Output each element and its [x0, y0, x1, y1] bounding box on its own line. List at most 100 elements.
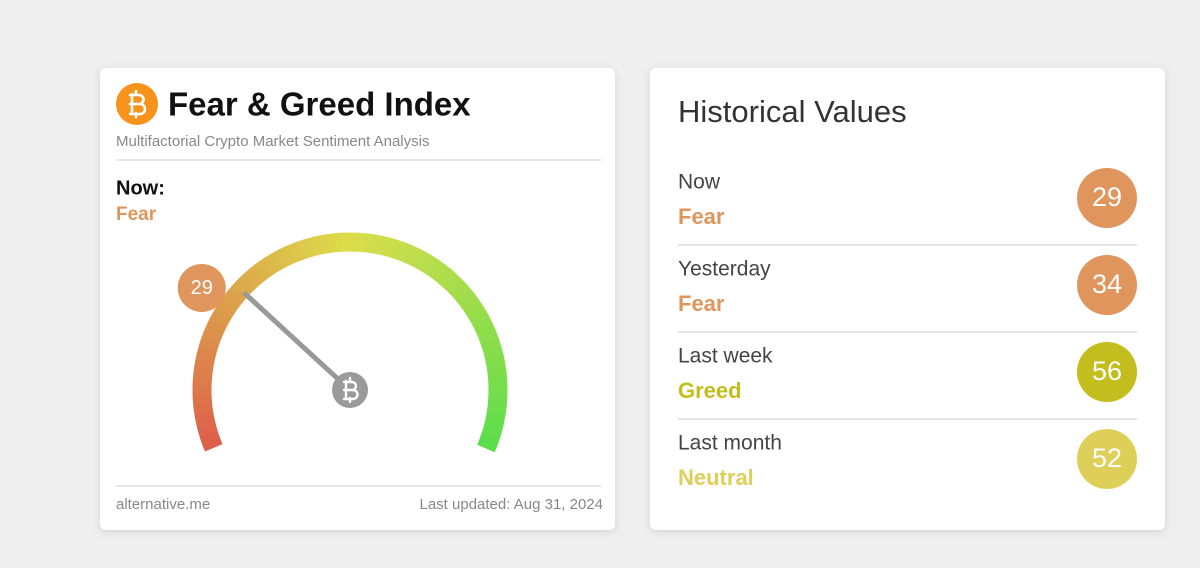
- gauge-arc: [481, 424, 503, 438]
- row-value: 34: [1092, 269, 1122, 299]
- gauge-arc: [243, 268, 263, 288]
- gauge-arc: [311, 235, 324, 256]
- gauge-card: Fear & Greed Index Multifactorial Crypto…: [100, 68, 615, 530]
- history-card: Historical Values Now Fear 29 Yesterday Fear…: [650, 68, 1165, 530]
- last-updated: Last updated: Aug 31, 2024: [420, 496, 604, 513]
- row-label: Now: [678, 171, 721, 194]
- value-badge: [1077, 168, 1137, 228]
- row-value: 29: [1092, 182, 1122, 212]
- gauge-arc: [486, 404, 507, 416]
- gauge-arc: [485, 411, 506, 423]
- gauge-arc: [403, 244, 419, 266]
- gauge-arc: [232, 278, 253, 298]
- value-label: 29: [191, 277, 213, 299]
- gauge-arc: [363, 233, 374, 254]
- gauge-arc: [296, 239, 311, 260]
- gauge-arc: [223, 289, 244, 309]
- gauge-arc: [193, 403, 214, 415]
- gauge-arc: [262, 254, 280, 276]
- row-classification: Fear: [678, 291, 725, 316]
- gauge-arc: [377, 235, 390, 256]
- gauge-arc: [478, 330, 499, 345]
- gauge-arc: [448, 279, 468, 298]
- row-value: 52: [1092, 443, 1122, 473]
- row-label: Last month: [678, 432, 782, 455]
- gauge-arc: [469, 309, 490, 326]
- card: [650, 68, 1165, 530]
- gauge-arc: [201, 437, 223, 452]
- gauge-arc: [319, 234, 331, 255]
- gauge-arc: [487, 375, 508, 385]
- gauge: 29: [177, 232, 508, 453]
- now-label: Now:: [116, 177, 165, 199]
- card-title: Historical Values: [678, 94, 907, 129]
- gauge-arc: [396, 241, 412, 263]
- value-badge: [1077, 342, 1137, 402]
- gauge-arc: [199, 430, 221, 445]
- gauge-arc: [477, 437, 498, 453]
- gauge-arc: [195, 351, 216, 364]
- card-title: Fear & Greed Index: [168, 86, 471, 123]
- gauge-arc: [484, 352, 505, 365]
- gauge-arc: [390, 239, 405, 260]
- gauge-arc: [483, 418, 505, 431]
- gauge-arc: [197, 424, 218, 437]
- gauge-arc: [249, 263, 268, 284]
- gauge-arc: [199, 337, 220, 351]
- gauge-arc: [275, 247, 292, 269]
- classification: Fear: [116, 204, 157, 225]
- row-label: Last week: [678, 345, 773, 368]
- gauge-arc: [457, 290, 478, 309]
- gauge-arc: [427, 259, 445, 280]
- gauge-arc: [227, 284, 248, 303]
- gauge-arc: [465, 303, 486, 320]
- gauge-arc: [194, 359, 215, 371]
- gauge-arc: [238, 273, 258, 293]
- gauge-arc: [356, 232, 367, 253]
- gauge-arc: [485, 360, 507, 372]
- gauge-arc: [196, 344, 218, 358]
- row-classification: Fear: [678, 204, 725, 229]
- gauge-arc: [289, 241, 304, 263]
- gauge-arc: [480, 337, 502, 352]
- gauge-arc: [255, 258, 274, 280]
- gauge-arc: [304, 237, 317, 258]
- row-classification: Greed: [678, 378, 742, 403]
- gauge-arc: [195, 417, 216, 430]
- gauge-arc: [204, 322, 225, 338]
- gauge-arc: [214, 302, 235, 320]
- value-badge: [1077, 255, 1137, 315]
- value-badge: [177, 263, 226, 312]
- gauge-arc: [475, 323, 497, 339]
- gauge-arc: [479, 431, 501, 446]
- gauge-arc: [326, 233, 338, 254]
- card: [100, 68, 615, 530]
- gauge-arc: [415, 251, 432, 272]
- row-label: Yesterday: [678, 258, 771, 281]
- gauge-arc: [210, 308, 232, 326]
- gauge-arc: [192, 397, 213, 407]
- bitcoin-glyph: [128, 89, 147, 119]
- needle: [242, 291, 353, 393]
- gauge-arc: [461, 296, 482, 315]
- gauge-arc: [370, 234, 382, 255]
- gauge-arc: [201, 329, 223, 345]
- gauge-arc: [383, 237, 397, 258]
- gauge-arc: [482, 345, 504, 358]
- gauge-arc: [452, 284, 473, 304]
- gauge-arc: [194, 410, 215, 422]
- row-classification: Neutral: [678, 465, 754, 490]
- gauge-arc: [438, 268, 457, 289]
- gauge-arc: [193, 367, 213, 378]
- gauge-arc: [282, 244, 298, 265]
- subtitle: Multifactorial Crypto Market Sentiment A…: [116, 133, 429, 150]
- gauge-arc: [218, 296, 239, 314]
- gauge-arc: [487, 397, 508, 408]
- value-badge: [1077, 429, 1137, 489]
- gauge-arc: [487, 367, 507, 379]
- source: alternative.me: [116, 496, 210, 513]
- gauge-arc: [192, 374, 213, 385]
- gauge-arc: [409, 247, 426, 269]
- gauge-arc: [268, 250, 286, 272]
